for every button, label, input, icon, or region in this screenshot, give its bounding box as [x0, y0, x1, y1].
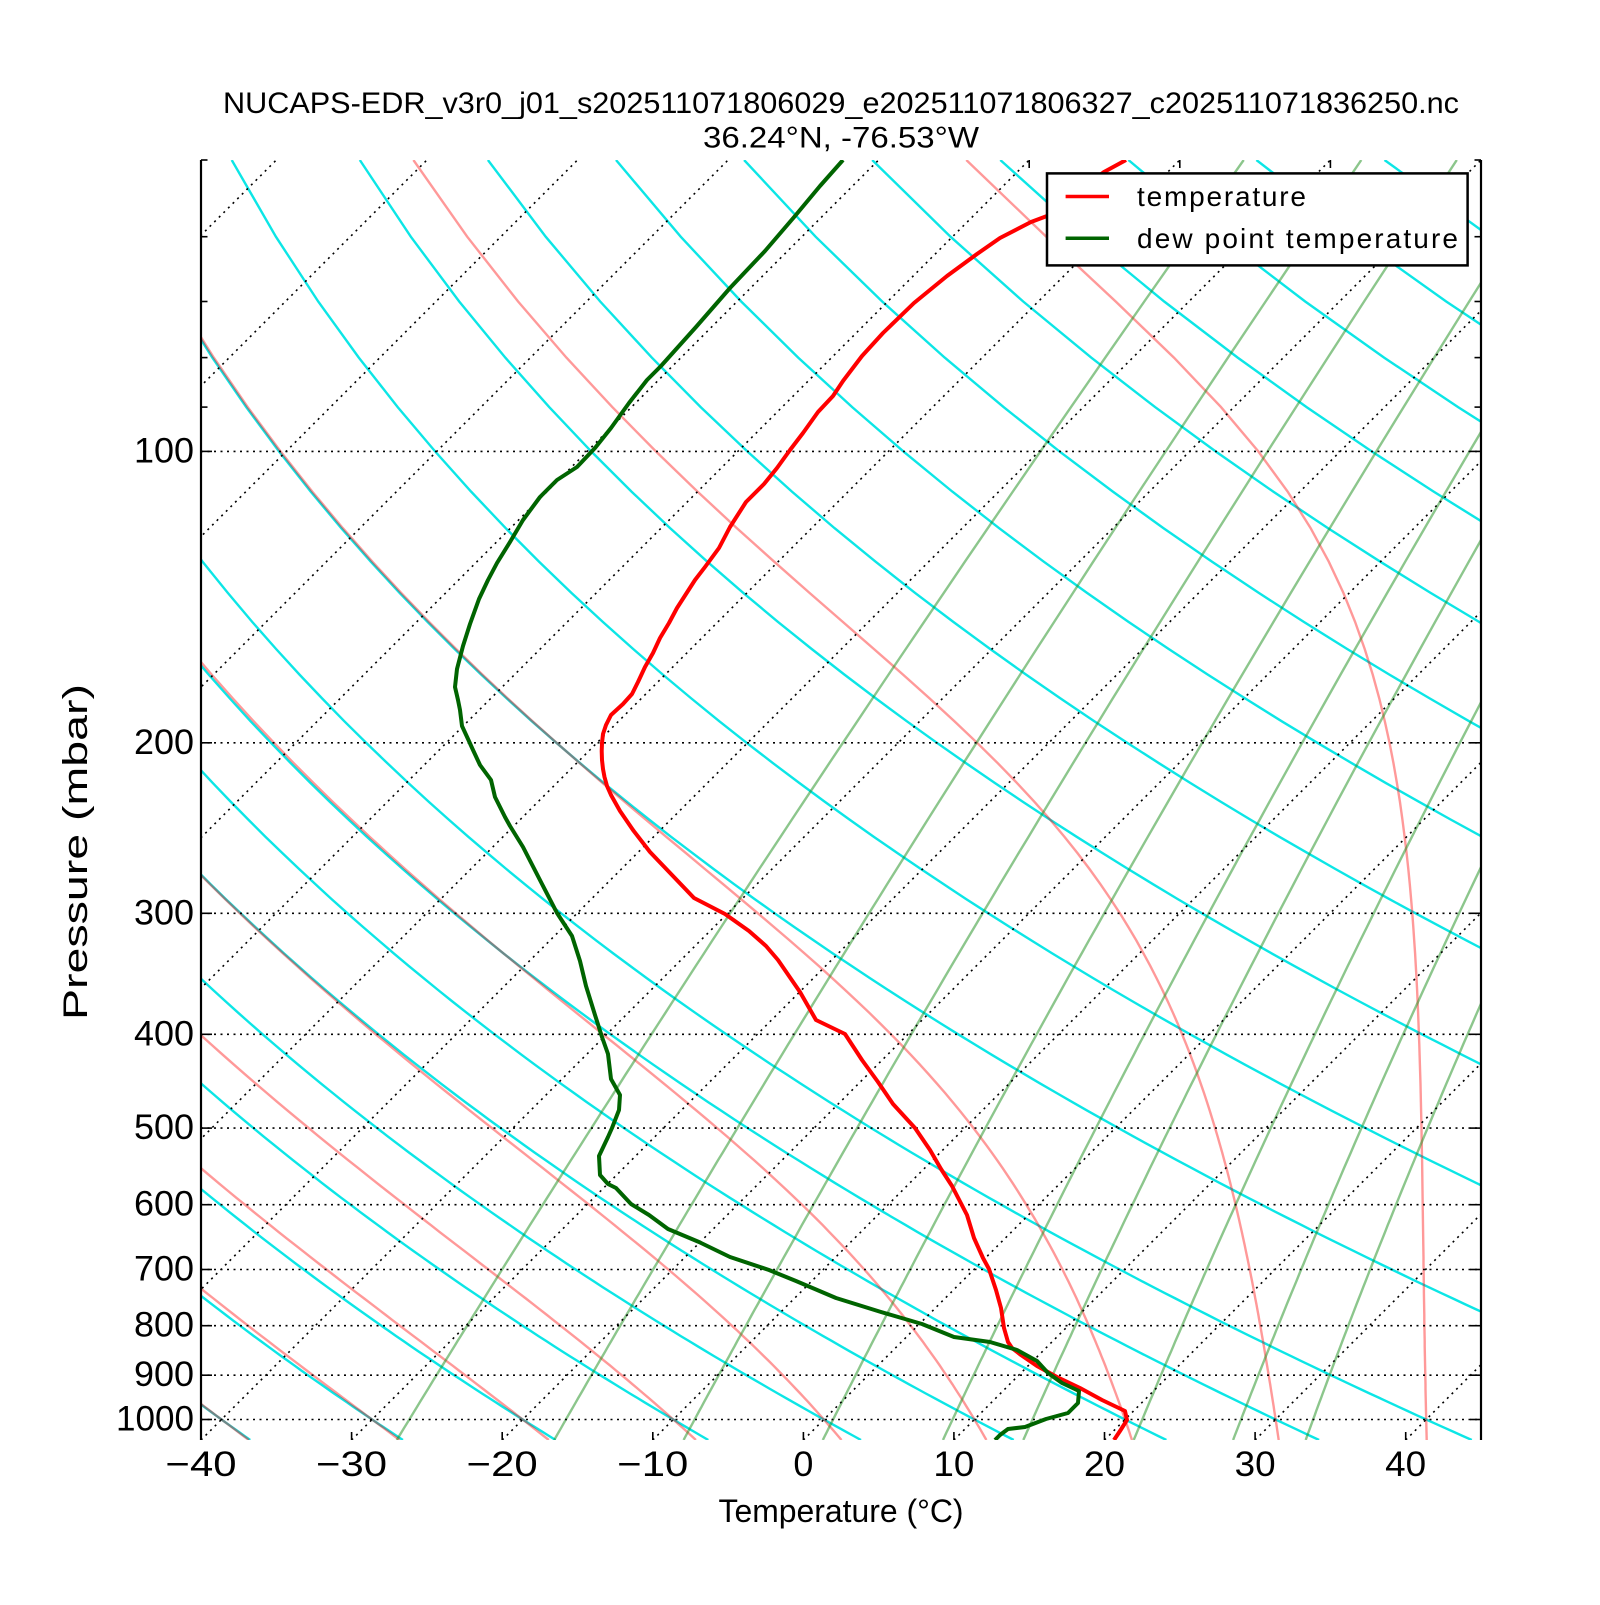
svg-text:30: 30	[1235, 1445, 1276, 1484]
svg-text:40: 40	[1385, 1445, 1426, 1484]
svg-text:300: 300	[134, 893, 194, 932]
svg-text:700: 700	[134, 1250, 194, 1289]
svg-text:200: 200	[134, 723, 194, 762]
svg-text:dew point temperature: dew point temperature	[1137, 223, 1458, 254]
svg-text:−30: −30	[316, 1445, 387, 1484]
svg-text:800: 800	[134, 1306, 194, 1345]
svg-text:600: 600	[134, 1185, 194, 1224]
svg-text:1000: 1000	[116, 1400, 194, 1439]
svg-text:400: 400	[134, 1014, 194, 1053]
svg-text:10: 10	[933, 1445, 974, 1484]
svg-text:500: 500	[134, 1108, 194, 1147]
svg-text:−10: −10	[617, 1445, 688, 1484]
svg-text:−40: −40	[166, 1445, 237, 1484]
svg-text:Pressure (mbar): Pressure (mbar)	[57, 684, 95, 1020]
svg-text:−20: −20	[467, 1445, 538, 1484]
svg-text:36.24°N, -76.53°W: 36.24°N, -76.53°W	[703, 122, 980, 155]
svg-text:900: 900	[134, 1355, 194, 1394]
svg-text:0: 0	[793, 1445, 813, 1484]
svg-text:Temperature (°C): Temperature (°C)	[719, 1493, 964, 1529]
svg-text:NUCAPS-EDR_v3r0_j01_s202511071: NUCAPS-EDR_v3r0_j01_s202511071806029_e20…	[223, 87, 1459, 120]
svg-text:20: 20	[1084, 1445, 1125, 1484]
svg-text:100: 100	[134, 431, 194, 470]
